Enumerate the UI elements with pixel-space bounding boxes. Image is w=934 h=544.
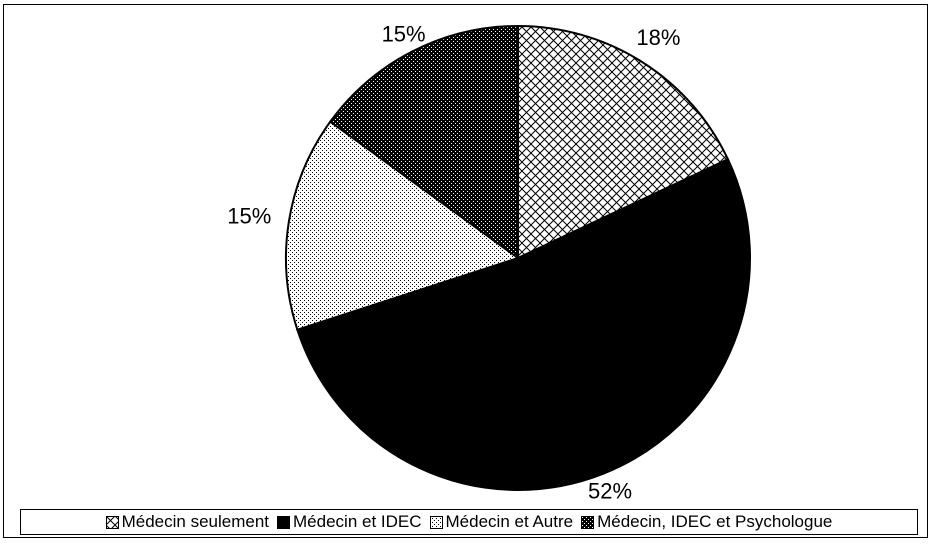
legend-label-4: Médecin, IDEC et Psychologue: [597, 512, 833, 531]
legend-item-2: Médecin et IDEC: [277, 512, 422, 532]
data-label-1: 18%: [636, 25, 680, 50]
pie-slice-2: [296, 157, 751, 491]
legend-item-4: Médecin, IDEC et Psychologue: [581, 512, 832, 532]
legend-label-1: Médecin seulement: [121, 512, 270, 531]
data-label-3: 15%: [227, 203, 271, 228]
data-label-4: 15%: [382, 22, 426, 47]
legend: Médecin seulement Médecin et IDEC Médecin …: [20, 509, 918, 535]
legend-swatch-3: [429, 515, 443, 529]
legend-swatch-2: [277, 515, 291, 529]
pie-slice-1: [517, 24, 730, 260]
legend-item-1: Médecin seulement: [105, 512, 270, 532]
legend-swatch-1: [105, 515, 119, 529]
pie-slices: [284, 24, 751, 491]
pie-data-labels: 18% 52% 15% 15%: [227, 22, 680, 504]
data-label-2: 52%: [588, 478, 632, 503]
pie-slice-3: [284, 120, 521, 331]
legend-label-2: Médecin et IDEC: [293, 512, 422, 531]
legend-label-3: Médecin et Autre: [445, 512, 574, 531]
legend-item-3: Médecin et Autre: [429, 512, 574, 532]
pie-slice-4: [328, 24, 519, 260]
legend-swatch-4: [581, 515, 595, 529]
